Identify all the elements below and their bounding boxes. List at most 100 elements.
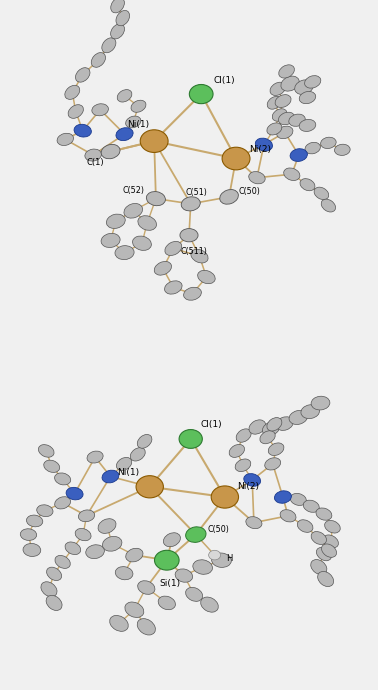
Ellipse shape — [212, 553, 231, 567]
Ellipse shape — [305, 76, 321, 88]
Ellipse shape — [75, 529, 91, 541]
Ellipse shape — [154, 262, 172, 275]
Ellipse shape — [311, 560, 327, 575]
Text: Cl(1): Cl(1) — [200, 420, 222, 429]
Ellipse shape — [140, 130, 168, 152]
Ellipse shape — [280, 510, 296, 522]
Ellipse shape — [311, 396, 330, 410]
Text: C(52): C(52) — [122, 186, 144, 195]
Ellipse shape — [295, 80, 313, 95]
Ellipse shape — [165, 241, 182, 255]
Ellipse shape — [54, 473, 71, 485]
Ellipse shape — [275, 95, 291, 108]
Ellipse shape — [193, 560, 212, 574]
Ellipse shape — [136, 475, 163, 498]
Ellipse shape — [91, 52, 105, 68]
Ellipse shape — [46, 567, 62, 580]
Ellipse shape — [86, 544, 104, 559]
Ellipse shape — [191, 249, 208, 263]
Ellipse shape — [102, 470, 119, 483]
Ellipse shape — [316, 508, 332, 520]
Ellipse shape — [322, 544, 336, 558]
Ellipse shape — [260, 431, 275, 444]
Ellipse shape — [236, 429, 251, 442]
Ellipse shape — [66, 487, 83, 500]
Ellipse shape — [321, 137, 336, 148]
Ellipse shape — [229, 444, 245, 457]
Ellipse shape — [116, 457, 132, 471]
Ellipse shape — [41, 582, 57, 597]
Ellipse shape — [318, 571, 334, 586]
Ellipse shape — [201, 597, 218, 612]
Ellipse shape — [249, 172, 265, 184]
Ellipse shape — [244, 473, 260, 486]
Ellipse shape — [175, 569, 193, 582]
Ellipse shape — [138, 216, 156, 230]
Ellipse shape — [289, 114, 305, 126]
Ellipse shape — [265, 457, 280, 470]
Ellipse shape — [46, 595, 62, 611]
Ellipse shape — [305, 142, 321, 154]
Ellipse shape — [126, 549, 143, 562]
Ellipse shape — [290, 493, 306, 505]
Ellipse shape — [101, 144, 120, 159]
Ellipse shape — [74, 124, 91, 137]
Text: C(50): C(50) — [239, 187, 260, 196]
Ellipse shape — [279, 112, 295, 125]
Ellipse shape — [299, 119, 316, 132]
Ellipse shape — [267, 417, 282, 431]
Ellipse shape — [272, 109, 287, 121]
Ellipse shape — [68, 105, 84, 118]
Ellipse shape — [115, 246, 134, 259]
Ellipse shape — [37, 505, 53, 517]
Ellipse shape — [111, 0, 124, 13]
Ellipse shape — [65, 86, 80, 99]
Ellipse shape — [55, 555, 70, 569]
Ellipse shape — [117, 90, 132, 102]
Ellipse shape — [44, 460, 60, 473]
Text: Ni(1): Ni(1) — [127, 120, 150, 129]
Ellipse shape — [316, 547, 332, 561]
Ellipse shape — [186, 527, 206, 542]
Ellipse shape — [314, 187, 329, 199]
Ellipse shape — [246, 517, 262, 529]
Ellipse shape — [256, 138, 273, 151]
Ellipse shape — [116, 10, 130, 26]
Ellipse shape — [179, 430, 202, 448]
Ellipse shape — [111, 24, 124, 39]
Ellipse shape — [20, 529, 37, 540]
Ellipse shape — [181, 197, 200, 211]
Ellipse shape — [198, 270, 215, 284]
Ellipse shape — [125, 116, 141, 128]
Ellipse shape — [209, 551, 221, 560]
Ellipse shape — [158, 596, 175, 610]
Ellipse shape — [235, 459, 251, 471]
Ellipse shape — [270, 82, 286, 95]
Ellipse shape — [138, 581, 155, 594]
Ellipse shape — [130, 448, 145, 461]
Ellipse shape — [92, 104, 108, 116]
Ellipse shape — [262, 422, 279, 435]
Text: Ni(2): Ni(2) — [237, 482, 259, 491]
Ellipse shape — [189, 84, 213, 103]
Ellipse shape — [124, 204, 143, 218]
Ellipse shape — [335, 144, 350, 155]
Text: Ni(1): Ni(1) — [118, 468, 139, 477]
Ellipse shape — [116, 128, 133, 141]
Ellipse shape — [284, 168, 300, 181]
Ellipse shape — [133, 236, 152, 250]
Ellipse shape — [76, 68, 90, 82]
Ellipse shape — [102, 536, 122, 551]
Ellipse shape — [163, 533, 180, 546]
Ellipse shape — [110, 615, 128, 631]
Ellipse shape — [184, 287, 201, 300]
Ellipse shape — [146, 192, 166, 206]
Ellipse shape — [289, 411, 308, 424]
Ellipse shape — [276, 417, 293, 431]
Ellipse shape — [303, 500, 319, 512]
Ellipse shape — [101, 233, 120, 248]
Ellipse shape — [180, 228, 198, 242]
Ellipse shape — [325, 520, 340, 533]
Ellipse shape — [279, 65, 294, 78]
Ellipse shape — [155, 551, 179, 570]
